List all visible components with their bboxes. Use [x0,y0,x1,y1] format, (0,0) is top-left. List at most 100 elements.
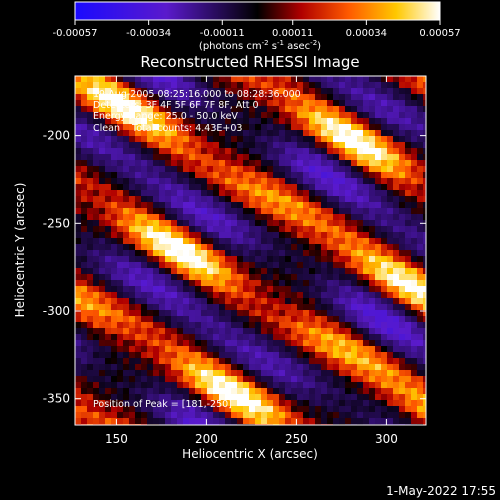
heatmap-cell [183,358,189,364]
heatmap-cell [297,346,303,352]
heatmap-cell [249,280,255,286]
heatmap-cell [225,160,231,166]
heatmap-cell [369,232,375,238]
heatmap-cell [177,328,183,334]
heatmap-cell [303,274,309,280]
heatmap-cell [135,382,141,388]
heatmap-cell [255,166,261,172]
heatmap-cell [333,178,339,184]
heatmap-cell [249,310,255,316]
heatmap-cell [219,298,225,304]
heatmap-cell [285,244,291,250]
heatmap-cell [201,292,207,298]
heatmap-cell [297,340,303,346]
heatmap-cell [267,400,273,406]
heatmap-cell [411,232,417,238]
heatmap-cell [201,112,207,118]
heatmap-cell [387,220,393,226]
heatmap-cell [135,76,141,82]
heatmap-cell [423,418,426,424]
heatmap-cell [399,280,405,286]
heatmap-cell [315,418,321,424]
heatmap-cell [171,358,177,364]
heatmap-cell [417,250,423,256]
heatmap-cell [387,328,393,334]
heatmap-cell [165,178,171,184]
heatmap-cell [423,322,426,328]
heatmap-cell [411,190,417,196]
heatmap-cell [189,160,195,166]
heatmap-cell [201,220,207,226]
heatmap-cell [219,256,225,262]
heatmap-cell [285,232,291,238]
heatmap-cell [147,316,153,322]
heatmap-cell [111,316,117,322]
heatmap-cell [321,382,327,388]
heatmap-cell [339,256,345,262]
heatmap-cell [255,316,261,322]
heatmap-cell [315,148,321,154]
heatmap-cell [387,406,393,412]
heatmap-cell [315,370,321,376]
heatmap-cell [225,178,231,184]
heatmap-cell [243,394,249,400]
heatmap-cell [375,304,381,310]
heatmap-cell [279,388,285,394]
heatmap-cell [111,370,117,376]
heatmap-cell [369,256,375,262]
heatmap-cell [141,340,147,346]
heatmap-cell [351,376,357,382]
heatmap-cell [333,388,339,394]
heatmap-cell [159,400,165,406]
heatmap-cell [189,268,195,274]
heatmap-cell [249,304,255,310]
heatmap-cell [99,382,105,388]
heatmap-cell [375,400,381,406]
heatmap-cell [411,100,417,106]
heatmap-cell [327,190,333,196]
heatmap-cell [135,214,141,220]
heatmap-cell [231,232,237,238]
heatmap-cell [363,94,369,100]
heatmap-cell [177,76,183,82]
heatmap-cell [369,310,375,316]
heatmap-cell [99,76,105,82]
heatmap-cell [159,76,165,82]
heatmap-cell [243,298,249,304]
heatmap-cell [165,388,171,394]
heatmap-cell [207,106,213,112]
heatmap-cell [117,274,123,280]
heatmap-cell [183,82,189,88]
heatmap-cell [201,310,207,316]
heatmap-cell [303,412,309,418]
heatmap-cell [411,76,417,82]
heatmap-cell [273,220,279,226]
heatmap-cell [291,208,297,214]
heatmap-cell [363,124,369,130]
heatmap-cell [261,394,267,400]
heatmap-cell [375,88,381,94]
heatmap-cell [273,346,279,352]
heatmap-cell [177,136,183,142]
heatmap-cell [75,274,81,280]
heatmap-cell [213,82,219,88]
heatmap-cell [99,184,105,190]
heatmap-cell [135,406,141,412]
heatmap-cell [255,310,261,316]
heatmap-cell [261,184,267,190]
heatmap-cell [93,268,99,274]
heatmap-cell [393,418,399,424]
heatmap-cell [411,358,417,364]
heatmap-cell [93,346,99,352]
heatmap-cell [393,388,399,394]
heatmap-cell [351,358,357,364]
heatmap-cell [237,382,243,388]
heatmap-cell [243,352,249,358]
heatmap-cell [135,394,141,400]
heatmap-cell [195,274,201,280]
heatmap-cell [153,400,159,406]
heatmap-cell [243,268,249,274]
heatmap-cell [81,214,87,220]
heatmap-cell [141,418,147,424]
heatmap-cell [333,298,339,304]
